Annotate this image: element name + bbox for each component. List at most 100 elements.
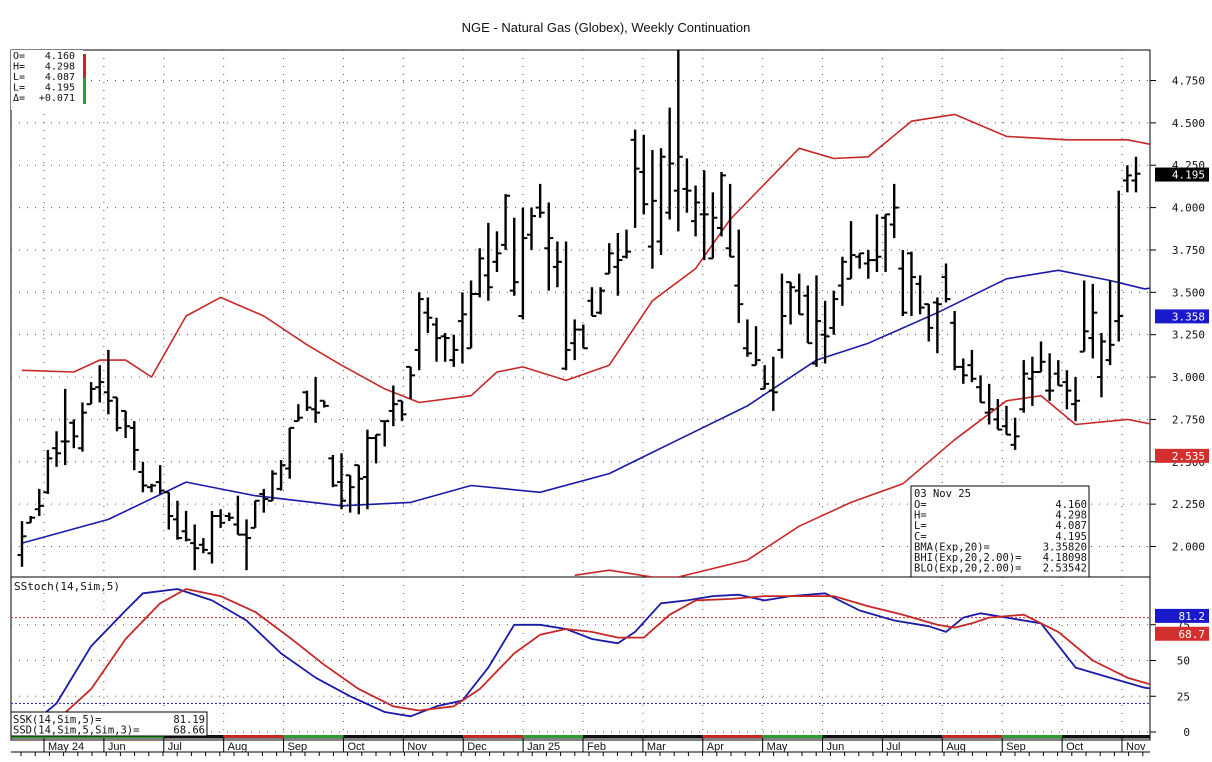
price-bar [483, 222, 493, 301]
info-panel-box [910, 485, 1090, 578]
price-bar [898, 249, 908, 317]
stoch-legend: SSK(14,Sim,5)= 81.19 SSD(14,Sim,5,Sim,3)= 6… [10, 711, 208, 737]
info-panel-value: 2.53542 [1043, 563, 1087, 575]
price-bar [181, 510, 191, 542]
price-bar [777, 273, 787, 359]
month-strip [283, 735, 344, 738]
price-bar [863, 249, 873, 279]
price-bar [388, 385, 398, 427]
price-bar [544, 202, 554, 291]
price-bar [1131, 156, 1141, 193]
price-bar [1088, 283, 1098, 359]
price-bar [216, 509, 226, 528]
ohlc-legend-value: 4.160 [45, 51, 75, 62]
info-panel: 03 Nov 25O= 4.160 H= 4.298 L= 4.087 C= 4.195 BMA… [910, 485, 1090, 578]
month-strip [1002, 735, 1063, 738]
month-label: Jul [886, 741, 900, 753]
info-panel-value: 4.195 [1055, 531, 1087, 543]
price-tick-label: 3.000 [1172, 371, 1205, 384]
band-line-1 [21, 269, 1150, 544]
price-tick-label: 2.250 [1172, 498, 1205, 511]
month-label: Sep [288, 741, 308, 753]
ohlc-legend-value: 4.087 [45, 72, 75, 83]
month-label: Jul [168, 741, 182, 753]
info-panel-value: 4.160 [1055, 499, 1087, 511]
price-bar [345, 474, 355, 513]
price-bar [466, 280, 476, 350]
price-tick-label: 3.750 [1172, 244, 1205, 257]
price-tick-label: 4.750 [1172, 75, 1205, 88]
stoch-legend-key: SSK(14,Sim,5)= [13, 714, 102, 726]
price-bar [129, 421, 139, 471]
price-bar [138, 461, 148, 493]
price-bar [43, 449, 53, 494]
price-tick-label: 3.500 [1172, 286, 1205, 299]
price-badge-label: 4.195 [1172, 169, 1205, 182]
price-bar [1019, 360, 1029, 413]
price-bar [656, 148, 666, 256]
price-bar [449, 334, 459, 367]
month-strip [822, 735, 883, 738]
price-tick-label: 2.000 [1172, 540, 1205, 553]
price-bar [872, 214, 882, 272]
price-bar [164, 491, 174, 530]
month-strip [642, 735, 703, 738]
month-label: May 24 [48, 741, 84, 753]
price-bar [950, 310, 960, 371]
price-bar [1122, 165, 1132, 193]
price-bar [77, 402, 87, 452]
price-bar [354, 464, 364, 515]
price-bar [682, 158, 692, 213]
price-bar [501, 194, 511, 250]
price-badge [1155, 309, 1209, 324]
info-panel-key: BMA(Exp,20)= [914, 541, 990, 553]
stoch-legend-box [10, 711, 208, 737]
price-bar [1036, 341, 1046, 373]
month-label: Nov [407, 741, 427, 753]
price-bar [267, 470, 277, 502]
month-label: Dec [467, 741, 487, 753]
price-bar [457, 292, 467, 364]
price-badge-label: 2.535 [1172, 450, 1205, 463]
price-bar [95, 365, 105, 403]
price-bar [881, 213, 891, 272]
stoch-badge [1155, 626, 1209, 641]
price-bar [527, 207, 537, 250]
price-badge-label: 3.358 [1172, 310, 1205, 323]
month-label: Mar [647, 741, 666, 753]
price-tick-label: 4.500 [1172, 117, 1205, 130]
price-bar [665, 107, 675, 220]
price-bar [190, 524, 200, 571]
price-bar [319, 399, 329, 408]
info-panel-key: BLO(Exp,20,2.00)= [914, 563, 1021, 575]
month-label: Aug [228, 741, 248, 753]
info-panel-value: 4.18098 [1043, 552, 1087, 564]
price-bar [561, 241, 571, 371]
price-bar [103, 349, 113, 415]
month-strip [523, 735, 583, 738]
price-bar [639, 134, 649, 215]
price-bar [647, 149, 657, 269]
ohlc-legend-key: O= [13, 51, 25, 62]
price-bar [803, 285, 813, 345]
price-bar [1079, 280, 1089, 353]
price-bar [432, 317, 442, 362]
price-bar [1045, 353, 1055, 401]
month-strip [583, 735, 643, 738]
month-label: Nov [1126, 741, 1146, 753]
price-bar [60, 388, 70, 466]
price-bar [613, 233, 623, 296]
info-panel-value: 3.35820 [1043, 541, 1087, 553]
stoch-badge-label: 68.7 [1179, 628, 1206, 641]
stoch-badge-label: 81.2 [1179, 610, 1206, 623]
price-bar [621, 229, 631, 259]
price-badges: 4.195 3.358 2.535 81.2 68.7 [1155, 167, 1209, 641]
info-panel-key: O= [914, 499, 927, 511]
price-bar [440, 332, 450, 362]
month-strip [223, 735, 284, 738]
price-bar [250, 499, 260, 529]
month-label: Jun [108, 741, 126, 753]
price-bar [630, 129, 640, 228]
price-bar [958, 358, 968, 384]
